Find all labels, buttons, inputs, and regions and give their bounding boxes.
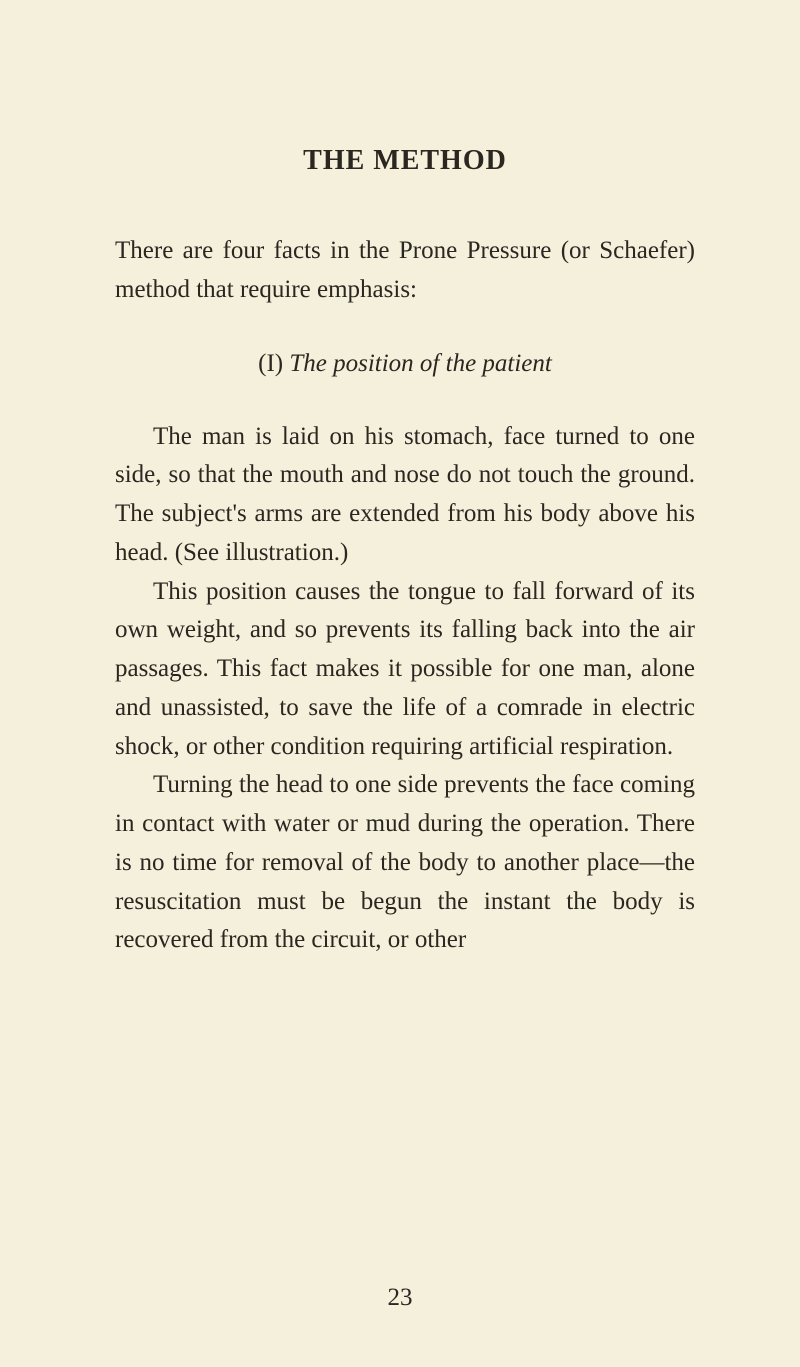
subtitle-roman: (I) bbox=[258, 350, 289, 377]
page-title: THE METHOD bbox=[115, 145, 695, 177]
body-paragraph-3: Turning the head to one side prevents th… bbox=[115, 766, 695, 960]
body-paragraph-2: This position causes the tongue to fall … bbox=[115, 573, 695, 767]
subtitle-italic: The position of the patient bbox=[289, 350, 552, 377]
intro-paragraph: There are four facts in the Prone Pressu… bbox=[115, 232, 695, 310]
section-subtitle: (I) The position of the patient bbox=[115, 350, 695, 378]
body-paragraph-1: The man is laid on his stomach, face tur… bbox=[115, 418, 695, 573]
page-number: 23 bbox=[0, 1284, 800, 1312]
